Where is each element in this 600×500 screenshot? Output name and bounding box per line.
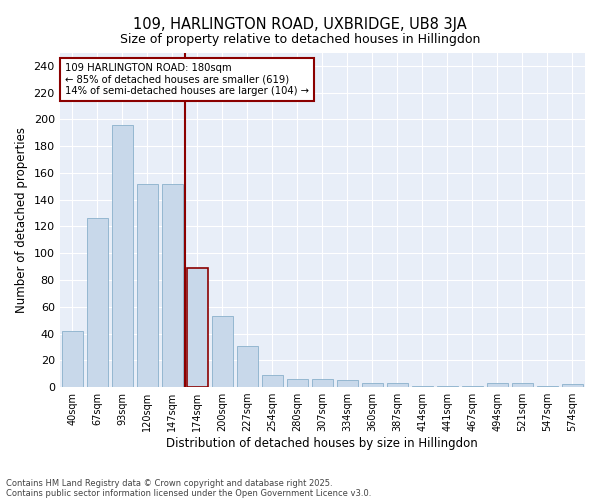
Bar xyxy=(236,346,258,387)
Text: Contains HM Land Registry data © Crown copyright and database right 2025.: Contains HM Land Registry data © Crown c… xyxy=(6,478,332,488)
X-axis label: Distribution of detached houses by size in Hillingdon: Distribution of detached houses by size … xyxy=(166,437,478,450)
Bar xyxy=(212,316,233,387)
Bar xyxy=(287,379,308,387)
Bar xyxy=(362,383,383,387)
Bar xyxy=(312,379,333,387)
Bar xyxy=(387,383,408,387)
Bar xyxy=(337,380,358,387)
Bar xyxy=(112,125,133,387)
Bar xyxy=(512,383,533,387)
Bar xyxy=(86,218,108,387)
Bar xyxy=(62,331,83,387)
Bar xyxy=(437,386,458,387)
Bar xyxy=(537,386,558,387)
Bar xyxy=(412,386,433,387)
Bar xyxy=(262,375,283,387)
Text: 109, HARLINGTON ROAD, UXBRIDGE, UB8 3JA: 109, HARLINGTON ROAD, UXBRIDGE, UB8 3JA xyxy=(133,18,467,32)
Bar xyxy=(487,383,508,387)
Y-axis label: Number of detached properties: Number of detached properties xyxy=(15,127,28,313)
Bar xyxy=(187,268,208,387)
Bar xyxy=(161,184,183,387)
Text: 109 HARLINGTON ROAD: 180sqm
← 85% of detached houses are smaller (619)
14% of se: 109 HARLINGTON ROAD: 180sqm ← 85% of det… xyxy=(65,62,309,96)
Bar xyxy=(137,184,158,387)
Bar xyxy=(462,386,483,387)
Text: Size of property relative to detached houses in Hillingdon: Size of property relative to detached ho… xyxy=(120,32,480,46)
Bar xyxy=(562,384,583,387)
Text: Contains public sector information licensed under the Open Government Licence v3: Contains public sector information licen… xyxy=(6,488,371,498)
